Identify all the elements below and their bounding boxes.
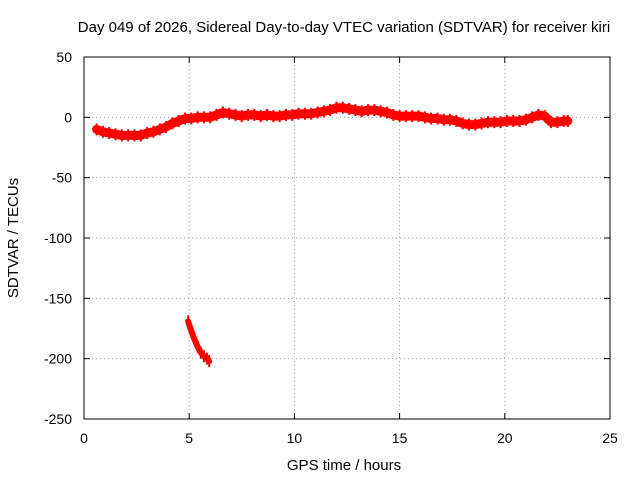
x-tick-label: 25: [602, 430, 618, 446]
y-axis-label: SDTVAR / TECUs: [5, 178, 22, 298]
x-axis-label: GPS time / hours: [287, 457, 401, 474]
y-tick-label: -250: [44, 411, 72, 427]
y-tick-label: -150: [44, 290, 72, 306]
x-tick-label: 15: [392, 430, 408, 446]
data-series: [92, 101, 573, 368]
y-tick-label: -200: [44, 351, 72, 367]
chart-title: Day 049 of 2026, Sidereal Day-to-day VTE…: [78, 19, 610, 36]
x-tick-label: 0: [80, 430, 88, 446]
x-tick-label: 5: [185, 430, 193, 446]
series-band: [92, 103, 573, 140]
axis-ticks: 0 5 10 15 20 25 50 0 -50 -100 -150 -200 -250: [44, 49, 618, 446]
y-tick-label: 50: [56, 49, 72, 65]
x-tick-label: 20: [497, 430, 513, 446]
y-tick-label: 0: [64, 109, 72, 125]
y-tick-label: -100: [44, 230, 72, 246]
y-tick-label: -50: [52, 170, 72, 186]
x-tick-label: 10: [287, 430, 303, 446]
